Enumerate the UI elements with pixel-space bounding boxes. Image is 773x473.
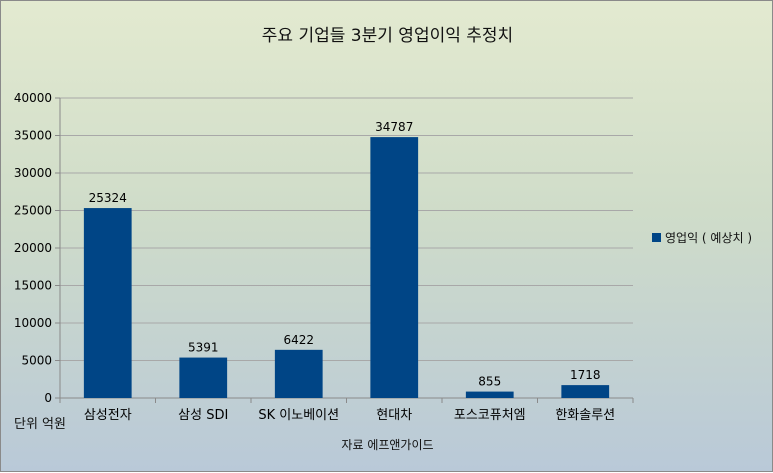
y-tick-label: 20000 — [14, 241, 52, 255]
data-label: 855 — [478, 375, 501, 389]
y-tick-label: 40000 — [14, 91, 52, 105]
x-category-label: SK 이노베이션 — [258, 408, 339, 423]
data-label: 6422 — [283, 333, 314, 347]
bar — [274, 349, 323, 398]
data-label: 25324 — [89, 191, 127, 205]
data-label: 1718 — [570, 368, 601, 382]
bar — [179, 357, 228, 398]
legend-label: 영업익 ( 예상치 ) — [665, 231, 753, 245]
chart-title: 주요 기업들 3분기 영업이익 추정치 — [261, 26, 514, 46]
x-category-label: 삼성 SDI — [178, 408, 228, 423]
data-label: 34787 — [375, 120, 413, 134]
unit-note: 단위 억원 — [14, 417, 66, 432]
y-tick-label: 25000 — [14, 204, 52, 218]
legend-swatch — [652, 233, 661, 242]
bar — [465, 391, 514, 398]
y-tick-label: 30000 — [14, 166, 52, 180]
y-tick-label: 35000 — [14, 129, 52, 143]
y-tick-label: 0 — [44, 391, 52, 405]
x-category-label: 한화솔루션 — [555, 408, 615, 423]
x-axis-title: 자료 에프앤가이드 — [341, 438, 434, 452]
bar — [561, 385, 610, 398]
data-label: 5391 — [188, 341, 219, 355]
y-tick-label: 5000 — [21, 354, 52, 368]
bar — [83, 208, 132, 398]
x-category-label: 현대차 — [376, 408, 412, 423]
x-category-label: 포스코퓨처엠 — [454, 408, 526, 423]
legend: 영업익 ( 예상치 ) — [652, 229, 752, 246]
y-tick-label: 15000 — [14, 279, 52, 293]
x-category-label: 삼성전자 — [84, 408, 132, 423]
y-tick-label: 10000 — [14, 316, 52, 330]
bar — [370, 137, 419, 398]
